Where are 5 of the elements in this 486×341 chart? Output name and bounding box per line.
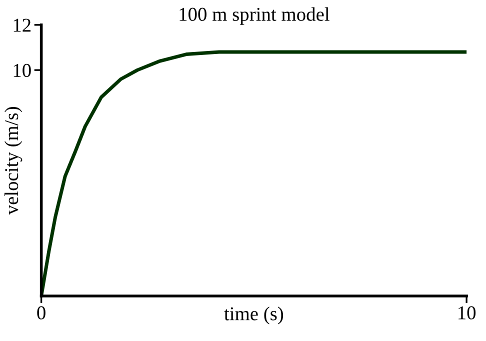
y-axis-title: velocity (m/s) xyxy=(4,107,22,215)
x-tick-label: 0 xyxy=(37,306,46,320)
x-axis-title: time (s) xyxy=(224,306,284,324)
chart-title: 100 m sprint model xyxy=(180,7,330,25)
y-tick-label: 12 xyxy=(14,18,31,32)
